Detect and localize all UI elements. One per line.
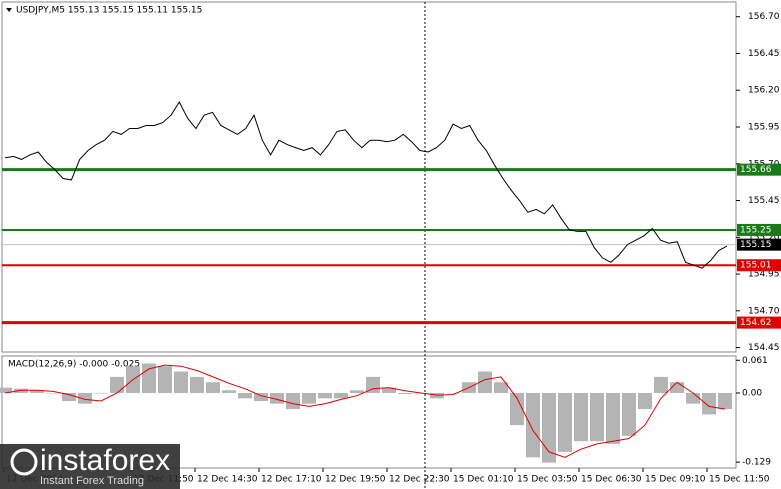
level-label: 155.66 — [740, 165, 772, 175]
x-tick-label: 15 Dec 09:10 — [645, 475, 706, 485]
level-label: 155.01 — [740, 261, 772, 271]
y-tick-label: -0.129 — [742, 458, 771, 468]
macd-bar — [542, 392, 556, 463]
macd-bar — [238, 392, 252, 399]
macd-bar — [702, 392, 716, 415]
watermark: instaforex Instant Forex Trading — [0, 444, 180, 489]
macd-bar — [62, 392, 76, 402]
level-label: 154.62 — [740, 318, 772, 328]
macd-bar — [14, 388, 28, 393]
macd-bar — [654, 376, 668, 393]
y-tick-label: 155.45 — [748, 196, 780, 206]
main-panel — [1, 1, 737, 353]
macd-bar — [446, 392, 460, 394]
current-price-label: 155.15 — [740, 240, 772, 250]
macd-bar — [270, 392, 284, 404]
x-tick-label: 15 Dec 11:50 — [709, 475, 770, 485]
x-tick-label: 12 Dec 14:30 — [197, 475, 258, 485]
x-tick-label: 15 Dec 06:30 — [581, 475, 642, 485]
macd-bar — [510, 392, 524, 426]
macd-bar — [158, 366, 172, 393]
macd-bar — [670, 382, 684, 393]
macd-bar — [286, 392, 300, 410]
x-tick-label: 12 Dec 19:50 — [325, 475, 386, 485]
current-price-box — [737, 238, 781, 251]
macd-signal — [4, 364, 726, 458]
level-label-box — [737, 259, 781, 272]
macd-bar — [334, 392, 348, 399]
macd-bar — [574, 392, 588, 442]
macd-bar — [638, 392, 652, 410]
y-tick-label: 156.45 — [748, 49, 780, 59]
macd-bar — [302, 392, 316, 404]
level-label-box — [737, 223, 781, 236]
watermark-tagline: Instant Forex Trading — [40, 475, 144, 487]
macd-title: MACD(12,26,9) -0.000 -0.025 — [8, 360, 140, 370]
macd-bar — [686, 392, 700, 404]
chart-title: USDJPY,M5 155.13 155.15 155.11 155.15 — [16, 6, 202, 16]
macd-bar — [606, 392, 620, 444]
macd-bar — [398, 392, 412, 395]
macd-bar — [222, 390, 236, 393]
macd-bar — [174, 371, 188, 393]
y-tick-label: 0.061 — [742, 356, 768, 366]
y-tick-label: 155.20 — [748, 233, 780, 243]
macd-bar — [558, 392, 572, 452]
level-label-box — [737, 163, 781, 176]
macd-bar — [590, 392, 604, 442]
watermark-logo — [10, 448, 38, 476]
x-tick-label: 15 Dec 03:50 — [517, 475, 578, 485]
macd-bar — [494, 382, 508, 393]
level-label-box — [737, 316, 781, 329]
level-label: 155.25 — [740, 225, 772, 235]
macd-bar — [718, 392, 732, 410]
macd-bar — [94, 392, 108, 394]
price-line — [4, 100, 728, 269]
macd-bar — [318, 392, 332, 399]
macd-bar — [0, 387, 12, 393]
macd-bar — [30, 390, 44, 393]
watermark-brand: instaforex — [40, 444, 170, 477]
y-tick-label: 156.20 — [748, 86, 780, 96]
y-tick-label: 154.45 — [748, 343, 780, 353]
y-tick-label: 156.70 — [748, 12, 780, 22]
macd-bar — [430, 392, 444, 399]
macd-bar — [190, 376, 204, 393]
x-tick-label: 12 Dec 17:10 — [261, 475, 322, 485]
macd-bar — [622, 392, 636, 436]
macd-bar — [78, 392, 92, 404]
macd-bar — [46, 392, 60, 394]
macd-bar — [206, 382, 220, 393]
y-tick-label: 155.95 — [748, 123, 780, 133]
dropdown-arrow — [6, 8, 12, 12]
macd-panel — [1, 355, 737, 469]
y-tick-label: 0.00 — [742, 388, 762, 398]
macd-bar — [350, 390, 364, 393]
y-tick-label: 154.70 — [748, 306, 780, 316]
macd-bar — [478, 371, 492, 393]
macd-bar — [254, 392, 268, 402]
macd-bar — [382, 387, 396, 393]
macd-bar — [110, 376, 124, 393]
x-tick-label: 15 Dec 01:10 — [453, 475, 514, 485]
x-tick-label: 12 Dec 22:30 — [389, 475, 450, 485]
y-tick-label: 154.95 — [748, 270, 780, 280]
macd-bar — [526, 392, 540, 458]
